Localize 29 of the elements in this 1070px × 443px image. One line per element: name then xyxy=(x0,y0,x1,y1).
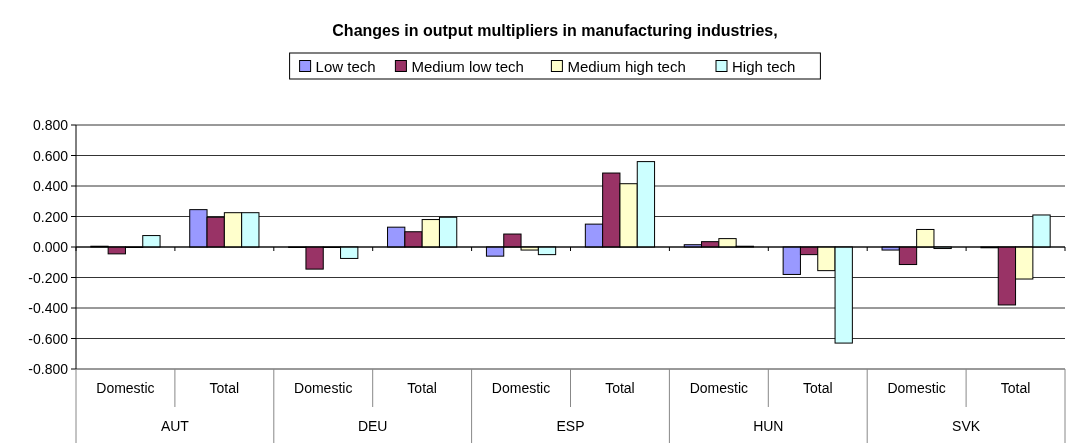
x-tick-label: Total xyxy=(209,380,240,396)
y-tick-label: -0.800 xyxy=(28,361,69,377)
x-tick-label: Total xyxy=(605,380,635,396)
legend-label: High tech xyxy=(732,58,796,75)
text: DEU xyxy=(357,418,388,434)
y-tick-label: 0.400 xyxy=(32,178,69,194)
y-tick-label: 0.800 xyxy=(32,117,69,133)
x-tick-label: Domestic xyxy=(689,380,749,396)
y-tick-label: -0.200 xyxy=(28,269,69,286)
text: SVK xyxy=(952,418,981,434)
legend-label: Medium high tech xyxy=(567,58,686,75)
x-tick-label: Total xyxy=(407,380,437,396)
y-tick-label: -0.400 xyxy=(28,300,69,316)
x-tick-label: Domestic xyxy=(96,380,155,396)
x-tick-label: Total xyxy=(1000,380,1031,396)
x-tick-label: Domestic xyxy=(887,380,946,396)
text: HUN xyxy=(753,418,784,434)
y-tick-label: 0.600 xyxy=(32,147,69,164)
x-tick-label: Domestic xyxy=(491,380,551,396)
legend-label: Low tech xyxy=(315,58,376,75)
chart-title: Changes in output multipliers in manufacturing industries, xyxy=(332,22,778,39)
y-tick-label: 0.000 xyxy=(32,239,69,255)
legend-label: Medium low tech xyxy=(411,58,524,75)
x-tick-label: Total xyxy=(802,380,833,396)
text: AUT xyxy=(160,418,190,434)
y-tick-label: 0.200 xyxy=(32,208,69,225)
text: ESP xyxy=(556,418,585,434)
y-tick-label: -0.600 xyxy=(28,330,69,347)
x-tick-label: Domestic xyxy=(294,380,353,396)
